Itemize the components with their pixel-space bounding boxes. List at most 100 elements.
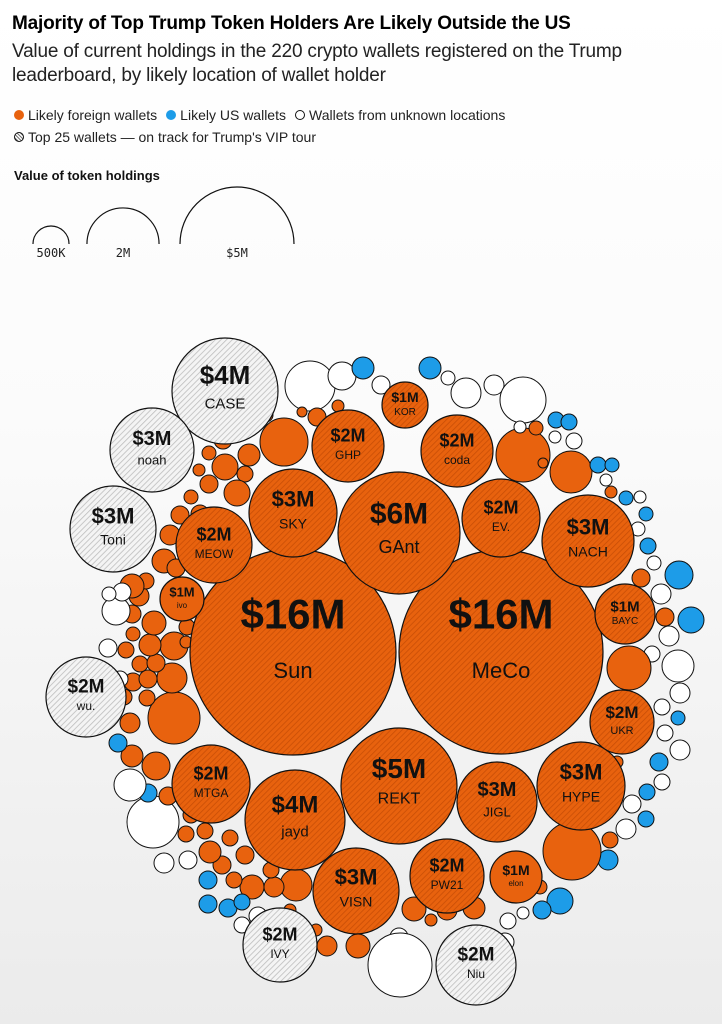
wallet-bubble <box>528 420 544 436</box>
wallet-value-label: $1M <box>391 389 418 405</box>
wallet-bubble <box>653 698 671 716</box>
wallet-bubble <box>440 370 456 386</box>
wallet-bubble <box>101 586 117 602</box>
legend-swatch-us <box>166 110 177 120</box>
wallet-bubble-mtga <box>171 744 251 824</box>
wallet-bubble <box>225 871 243 889</box>
wallet-bubble <box>513 420 527 434</box>
wallet-bubble <box>221 829 239 847</box>
wallet-name-label: GHP <box>335 448 361 462</box>
wallet-name-label: Sun <box>273 658 312 683</box>
wallet-bubble <box>198 894 218 914</box>
wallet-bubble <box>631 568 651 588</box>
wallet-bubble <box>138 633 162 657</box>
wallet-bubble-ivy <box>242 907 318 983</box>
wallet-name-label: coda <box>444 453 470 467</box>
wallet-bubble-meow <box>175 506 253 584</box>
wallet-name-label: wu. <box>76 699 96 713</box>
wallet-bubble-ev <box>461 478 541 558</box>
wallet-bubble <box>450 377 482 409</box>
wallet-bubble-rekt <box>340 727 458 845</box>
wallet-bubble-jayd <box>244 769 346 871</box>
wallet-name-label: jayd <box>280 824 309 841</box>
wallet-bubble-kor <box>381 381 429 429</box>
legend-swatch-foreign <box>14 110 24 120</box>
wallet-name-label: Toni <box>100 531 126 547</box>
wallet-bubble <box>199 474 219 494</box>
wallet-bubble <box>650 583 672 605</box>
wallet-bubble <box>141 751 171 781</box>
wallet-name-label: IVY <box>270 947 289 961</box>
wallet-bubble <box>548 430 562 444</box>
wallet-bubble <box>495 427 551 483</box>
wallet-bubble <box>196 822 214 840</box>
legend-item-us: Likely US wallets <box>166 107 286 123</box>
wallet-value-label: $16M <box>448 591 553 638</box>
wallet-name-label: CASE <box>205 396 246 413</box>
wallet-bubble <box>201 445 217 461</box>
wallet-bubble-pw21 <box>409 838 485 914</box>
wallet-bubble-sky <box>248 468 338 558</box>
wallet-bubble <box>653 773 671 791</box>
wallet-bubble-toni <box>69 485 157 573</box>
size-legend-label: $5M <box>226 246 248 260</box>
chart-subtitle: Value of current holdings in the 220 cry… <box>12 41 622 86</box>
wallet-bubble <box>615 818 637 840</box>
wallet-bubble <box>604 485 618 499</box>
wallet-name-label: ivo <box>177 601 188 610</box>
wallet-name-label: PW21 <box>431 878 464 892</box>
size-legend-arc <box>179 186 295 245</box>
wallet-name-label: EV. <box>492 520 510 534</box>
wallet-bubble <box>239 874 265 900</box>
wallet-bubble-elon <box>489 850 543 904</box>
wallet-bubble <box>178 850 198 870</box>
wallet-value-label: $16M <box>240 591 345 638</box>
wallet-bubble <box>138 669 158 689</box>
wallet-bubble <box>661 649 695 683</box>
wallet-value-label: $2M <box>193 763 228 783</box>
wallet-bubble <box>549 450 593 494</box>
wallet-bubble <box>565 432 583 450</box>
wallet-bubble <box>639 537 657 555</box>
wallet-bubble <box>599 473 613 487</box>
legend-swatch-top25 <box>14 132 24 142</box>
wallet-bubble <box>401 896 427 922</box>
wallet-bubble <box>183 489 199 505</box>
wallet-name-label: BAYC <box>612 616 639 627</box>
wallet-bubble <box>146 653 166 673</box>
wallet-bubble-hype <box>536 741 626 831</box>
wallet-bubble <box>223 479 251 507</box>
wallet-value-label: $1M <box>169 585 194 600</box>
wallet-value-label: $3M <box>478 779 517 801</box>
wallet-bubble <box>670 710 686 726</box>
wallet-bubble <box>589 456 607 474</box>
wallet-bubble <box>198 870 218 890</box>
wallet-name-label: REKT <box>378 791 421 808</box>
wallet-name-label: KOR <box>394 407 416 418</box>
wallet-bubble <box>669 739 691 761</box>
wallet-value-label: $2M <box>330 425 365 445</box>
legend-item-foreign: Likely foreign wallets <box>14 107 157 123</box>
legend-item-unknown: Wallets from unknown locations <box>295 107 505 123</box>
wallet-bubble <box>638 506 654 522</box>
legend-label-foreign: Likely foreign wallets <box>28 107 158 123</box>
wallet-name-label: Niu <box>467 967 485 981</box>
wallet-bubble <box>138 689 156 707</box>
wallet-bubble <box>560 413 578 431</box>
wallet-name-label: VISN <box>340 893 373 909</box>
wallet-bubble <box>237 443 261 467</box>
wallet-bubble <box>677 606 705 634</box>
wallet-bubble-bayc <box>594 583 656 645</box>
size-legend-arc <box>32 225 70 245</box>
wallet-bubble <box>236 465 254 483</box>
wallet-bubble <box>604 457 620 473</box>
wallet-bubble <box>669 682 691 704</box>
size-legend-label: 2M <box>116 246 130 260</box>
wallet-value-label: $3M <box>272 487 315 512</box>
wallet-bubble <box>263 876 285 898</box>
wallet-bubble <box>532 900 552 920</box>
wallet-bubble-wu <box>45 656 127 738</box>
legend-swatch-unknown <box>295 110 305 120</box>
wallet-value-label: $2M <box>262 924 297 944</box>
wallet-name-label: HYPE <box>562 788 600 804</box>
